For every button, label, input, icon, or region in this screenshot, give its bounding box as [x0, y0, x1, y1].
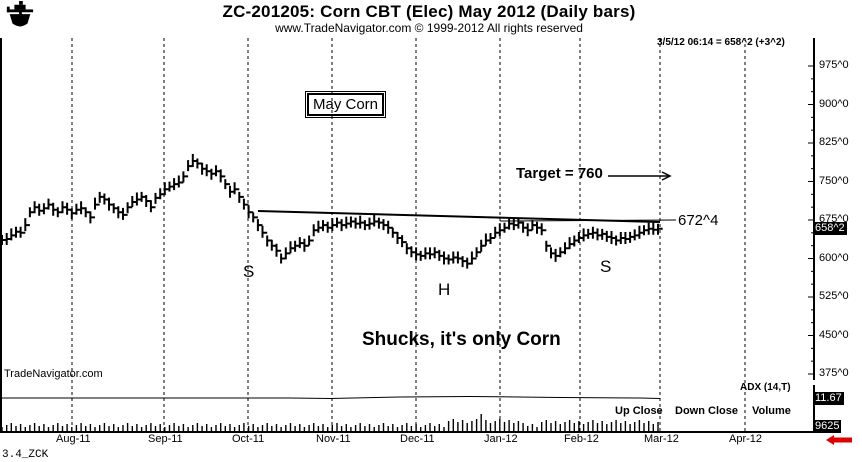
target-label: Target = 760 [516, 165, 603, 182]
adx-label: ADX (14,T) [740, 382, 791, 393]
neckline-label: 672^4 [678, 212, 719, 229]
legend-down-close: Down Close [675, 405, 738, 417]
price-series [1, 154, 663, 269]
price-tick-label: 525^0 [819, 290, 849, 302]
may-corn-label: May Corn [304, 91, 387, 118]
adx-value-badge: 11.67 [813, 392, 844, 405]
left-shoulder-label: S [243, 262, 255, 281]
target-arrow [608, 171, 672, 181]
last-price-badge: 658^2 [813, 222, 847, 235]
right-shoulder-label: S [600, 257, 612, 276]
chart-title: ZC-201205: Corn CBT (Elec) May 2012 (Dai… [222, 2, 636, 21]
price-tick-label: 825^0 [819, 136, 849, 148]
month-label: Jan-12 [484, 433, 518, 445]
quote-line: 3/5/12 06:14 = 658^2 (+3^2) [657, 37, 785, 48]
caption: Shucks, it's only Corn [362, 329, 561, 350]
sextant-icon [6, 1, 34, 27]
month-label: Dec-11 [400, 433, 435, 445]
price-tick-label: 600^0 [819, 251, 849, 264]
month-label: Nov-11 [316, 433, 351, 445]
adx-line [2, 395, 661, 400]
price-tick-label: 375^0 [819, 367, 849, 379]
scroll-arrow-icon[interactable] [826, 435, 852, 445]
price-tick-label: 750^0 [819, 174, 849, 187]
watermark: TradeNavigator.com [4, 368, 103, 380]
legend-volume: Volume [752, 405, 791, 417]
month-label: Aug-11 [56, 433, 91, 445]
month-label: Sep-11 [148, 433, 183, 445]
month-label: Feb-12 [564, 433, 599, 445]
month-label: Oct-11 [232, 433, 265, 445]
volume-bars [1, 414, 659, 431]
price-tick-label: 975^0 [819, 59, 849, 71]
chart-subtitle: www.TradeNavigator.com © 1999-2012 All r… [275, 21, 583, 35]
volume-value-badge: 9625 [813, 420, 842, 433]
price-tick-label: 900^0 [819, 97, 849, 110]
legend-up-close: Up Close [615, 405, 663, 417]
price-tick-label: 450^0 [819, 328, 849, 341]
month-label: Apr-12 [729, 433, 763, 445]
symbol-code: 3.4_ZCK [2, 449, 49, 461]
head-label: H [438, 280, 451, 299]
neckline-extension [499, 219, 677, 222]
month-label: Mar-12 [644, 433, 679, 445]
